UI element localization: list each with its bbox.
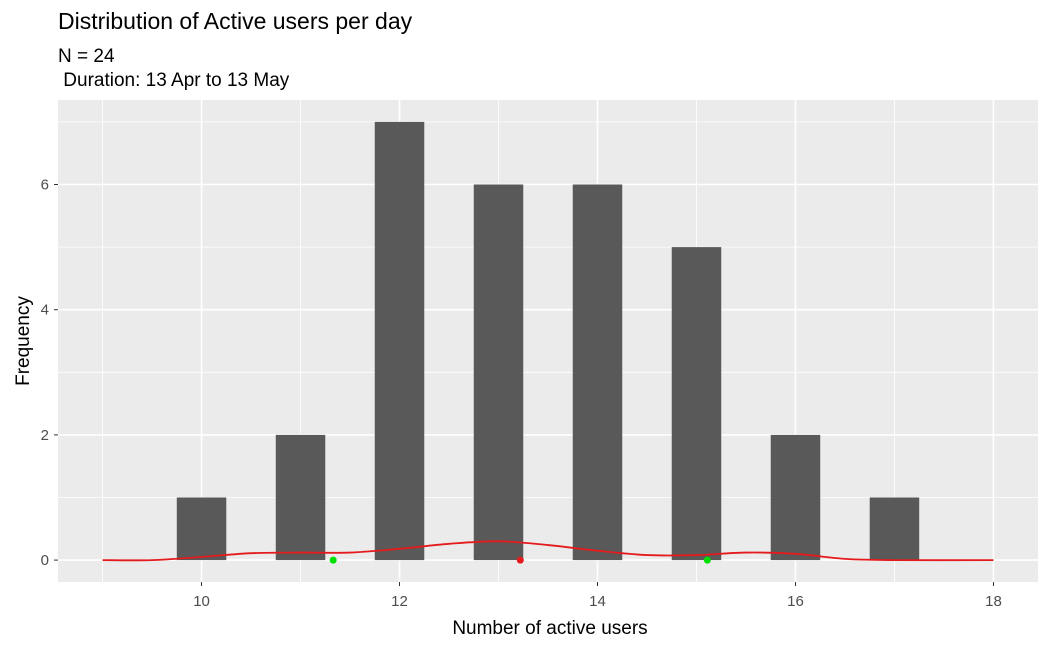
- marker-point: [703, 556, 711, 564]
- bars: [176, 121, 920, 561]
- bar: [572, 184, 623, 561]
- marker-point: [516, 556, 524, 564]
- y-tick-label: 2: [41, 427, 49, 444]
- x-axis-title: Number of active users: [452, 618, 647, 639]
- bar: [671, 247, 722, 561]
- x-tick-label: 18: [985, 593, 1002, 610]
- bar: [770, 434, 821, 561]
- y-axis-ticks: 0 2 4 6: [41, 177, 58, 569]
- y-tick-label: 0: [41, 552, 49, 569]
- y-axis-title: Frequency: [13, 296, 34, 386]
- x-tick-label: 14: [589, 593, 606, 610]
- subtitle-line-duration: Duration: 13 Apr to 13 May: [58, 70, 290, 91]
- density-line: [102, 540, 994, 562]
- x-tick-label: 16: [787, 593, 804, 610]
- y-tick-label: 4: [41, 302, 49, 319]
- bar: [176, 497, 227, 561]
- x-tick-label: 10: [193, 593, 210, 610]
- bar: [869, 497, 920, 561]
- density-line-group: [102, 540, 994, 562]
- x-axis-ticks: 10 12 14 16 18: [193, 582, 1002, 610]
- bar: [473, 184, 524, 561]
- y-tick-label: 6: [41, 177, 49, 194]
- subtitle-line-n: N = 24: [58, 46, 115, 67]
- bar: [374, 121, 425, 561]
- bar: [275, 434, 326, 561]
- chart-title: Distribution of Active users per day: [58, 8, 413, 34]
- chart-subtitle: N = 24 Duration: 13 Apr to 13 May: [58, 45, 289, 93]
- markers: [329, 556, 711, 564]
- x-tick-label: 12: [391, 593, 408, 610]
- marker-point: [329, 556, 337, 564]
